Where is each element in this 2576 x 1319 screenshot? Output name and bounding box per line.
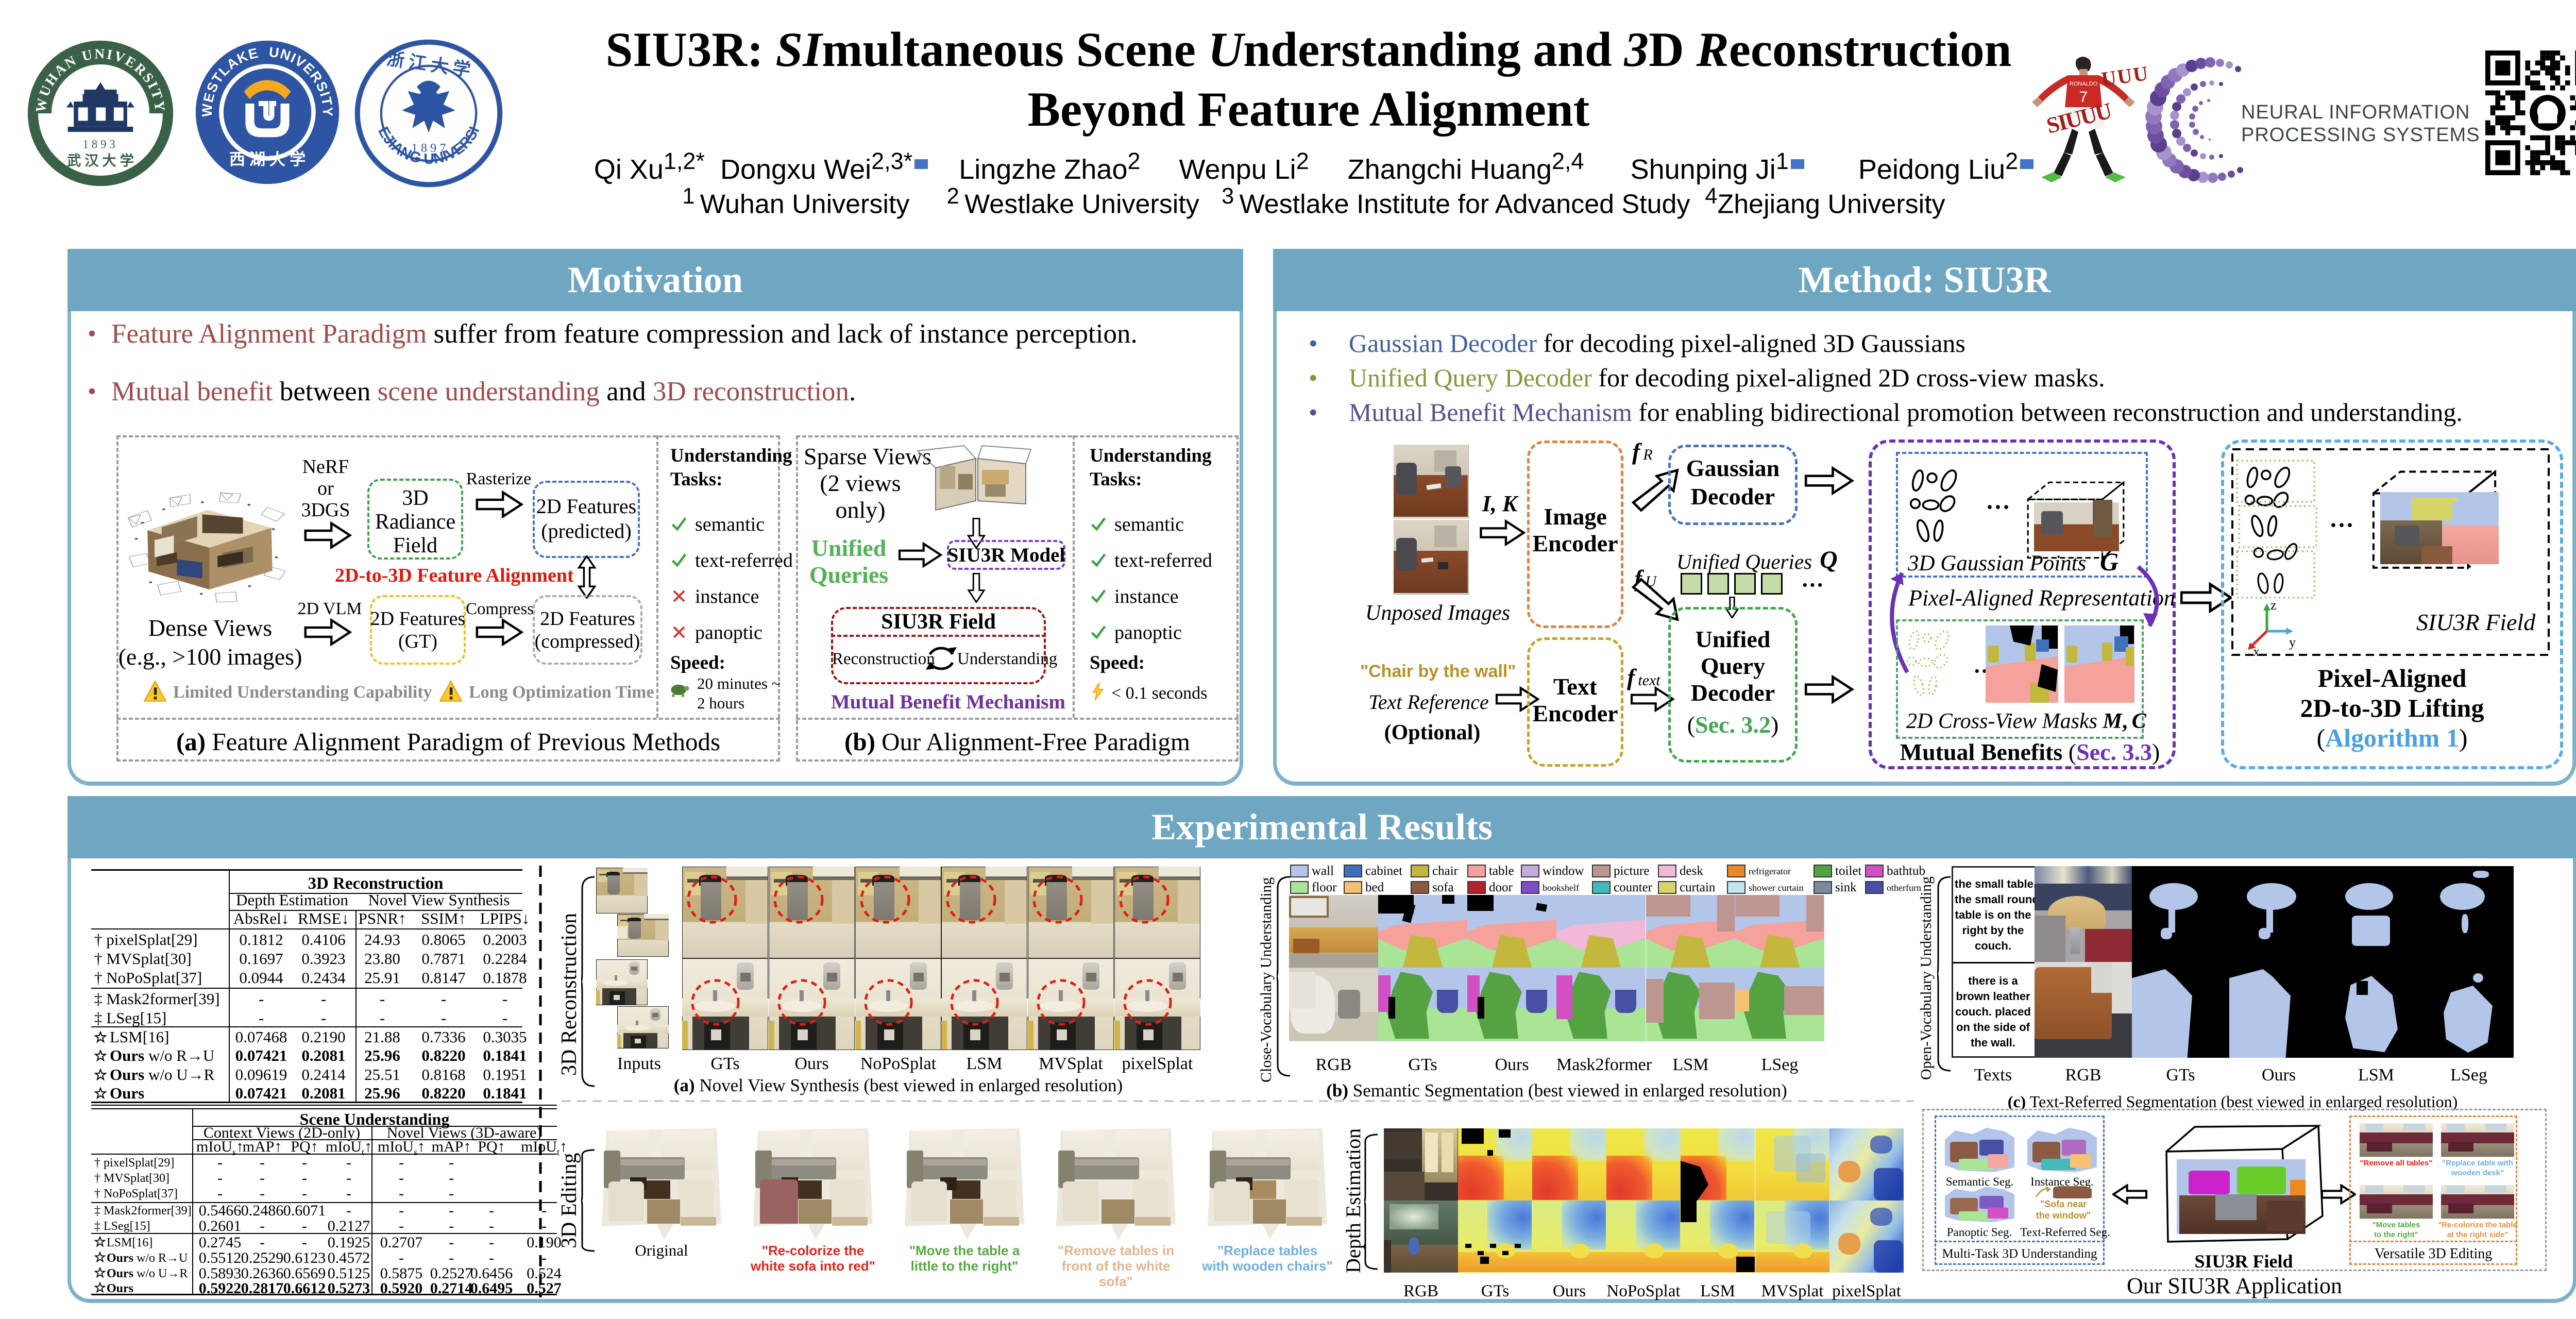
svg-text:y: y	[2289, 635, 2296, 650]
svg-text:1893: 1893	[82, 138, 118, 151]
svg-text:西 湖 大 学: 西 湖 大 学	[229, 150, 306, 168]
svg-text:z: z	[2270, 600, 2277, 613]
svg-text:RONALDO: RONALDO	[2070, 81, 2098, 87]
svg-text:1 8 9 7: 1 8 9 7	[411, 141, 446, 155]
svg-text:武 汉 大 学: 武 汉 大 学	[67, 153, 134, 168]
svg-text:x: x	[2253, 644, 2260, 657]
svg-text:7: 7	[2079, 89, 2088, 106]
